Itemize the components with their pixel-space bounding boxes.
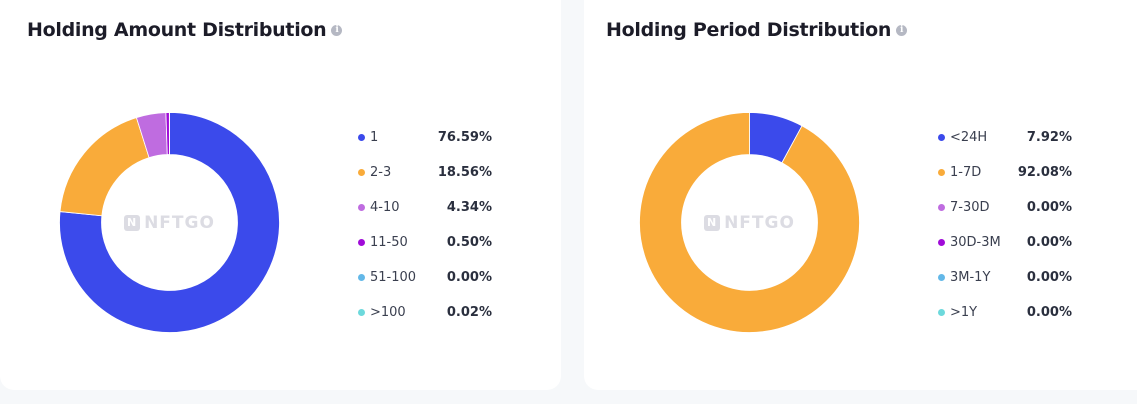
legend-value: 0.50% <box>446 235 492 250</box>
legend-label: 11-50 <box>370 235 408 250</box>
legend-value: 7.92% <box>1026 130 1072 145</box>
legend-value: 76.59% <box>437 130 492 145</box>
holding-period-card: Holding Period Distribution i NFTGO <24H… <box>584 0 1137 390</box>
nftgo-logo-icon <box>124 214 141 231</box>
holding-amount-card: Holding Amount Distribution i NFTGO 1 76.… <box>0 0 561 390</box>
legend-item-label-group: 3M-1Y <box>938 270 990 285</box>
legend-dot-icon <box>938 169 945 176</box>
legend-item-label-group: <24H <box>938 130 987 145</box>
legend-item-label-group: 4-10 <box>358 200 400 215</box>
legend-dot-icon <box>358 169 365 176</box>
legend-item-label-group: 1-7D <box>938 165 981 180</box>
legend-item[interactable]: >1Y 0.00% <box>938 295 1072 330</box>
legend-label: >1Y <box>950 305 978 320</box>
legend-item-label-group: 1 <box>358 130 378 145</box>
legend-item[interactable]: 7-30D 0.00% <box>938 190 1072 225</box>
chart-title-holding-amount: Holding Amount Distribution i <box>27 19 343 41</box>
legend-item-label-group: 7-30D <box>938 200 990 215</box>
legend-label: 3M-1Y <box>950 270 991 285</box>
legend-item[interactable]: 11-50 0.50% <box>358 225 492 260</box>
legend-value: 0.00% <box>446 270 492 285</box>
legend-label: 30D-3M <box>950 235 1001 250</box>
nftgo-watermark: NFTGO <box>59 112 280 333</box>
donut-slice-1-7D[interactable] <box>639 112 860 333</box>
legend-label: 2-3 <box>370 165 392 180</box>
legend-dot-icon <box>938 204 945 211</box>
legend-value: 0.02% <box>446 305 492 320</box>
legend-item[interactable]: 2-3 18.56% <box>358 155 492 190</box>
legend-item[interactable]: 1-7D 92.08% <box>938 155 1072 190</box>
legend-label: 1 <box>370 130 379 145</box>
legend-item-label-group: 30D-3M <box>938 235 1001 250</box>
nftgo-logo-icon <box>704 214 721 231</box>
legend-value: 0.00% <box>1026 270 1072 285</box>
legend-label: >100 <box>370 305 406 320</box>
legend-label: <24H <box>950 130 988 145</box>
donut-svg <box>59 112 280 333</box>
legend-item-label-group: >100 <box>358 305 406 320</box>
legend: <24H 7.92% 1-7D 92.08% 7-30D 0.00% 30D-3M 0.00%… <box>938 120 1072 330</box>
legend-value: 4.34% <box>446 200 492 215</box>
chart-title-text: Holding Amount Distribution <box>27 19 327 41</box>
legend-value: 92.08% <box>1017 165 1072 180</box>
legend-item-label-group: 2-3 <box>358 165 391 180</box>
legend-item-label-group: >1Y <box>938 305 977 320</box>
legend: 1 76.59% 2-3 18.56% 4-10 4.34% 11-50 0.50% 51-10… <box>358 120 492 330</box>
legend-dot-icon <box>358 204 365 211</box>
info-icon[interactable]: i <box>331 24 343 36</box>
legend-label: 1-7D <box>950 165 982 180</box>
legend-item[interactable]: 1 76.59% <box>358 120 492 155</box>
holding-amount-donut: NFTGO <box>59 112 280 333</box>
legend-label: 51-100 <box>370 270 417 285</box>
legend-dot-icon <box>358 274 365 281</box>
legend-item-label-group: 51-100 <box>358 270 416 285</box>
legend-label: 7-30D <box>950 200 990 215</box>
legend-item[interactable]: 3M-1Y 0.00% <box>938 260 1072 295</box>
watermark-text: NFTGO <box>724 212 795 233</box>
legend-item[interactable]: 51-100 0.00% <box>358 260 492 295</box>
legend-item[interactable]: 4-10 4.34% <box>358 190 492 225</box>
legend-value: 0.00% <box>1026 200 1072 215</box>
donut-slice-1[interactable] <box>59 112 280 333</box>
legend-item[interactable]: >100 0.02% <box>358 295 492 330</box>
watermark-text: NFTGO <box>144 212 215 233</box>
legend-dot-icon <box>358 239 365 246</box>
legend-item[interactable]: 30D-3M 0.00% <box>938 225 1072 260</box>
legend-item-label-group: 11-50 <box>358 235 408 250</box>
legend-label: 4-10 <box>370 200 400 215</box>
legend-dot-icon <box>938 239 945 246</box>
legend-dot-icon <box>938 309 945 316</box>
legend-dot-icon <box>938 274 945 281</box>
donut-svg <box>639 112 860 333</box>
holding-period-donut: NFTGO <box>639 112 860 333</box>
legend-value: 0.00% <box>1026 305 1072 320</box>
legend-dot-icon <box>938 134 945 141</box>
info-icon[interactable]: i <box>896 24 908 36</box>
legend-value: 0.00% <box>1026 235 1072 250</box>
legend-item[interactable]: <24H 7.92% <box>938 120 1072 155</box>
chart-title-text: Holding Period Distribution <box>606 19 892 41</box>
legend-dot-icon <box>358 309 365 316</box>
chart-title-holding-period: Holding Period Distribution i <box>606 19 908 41</box>
legend-dot-icon <box>358 134 365 141</box>
legend-value: 18.56% <box>437 165 492 180</box>
nftgo-watermark: NFTGO <box>639 112 860 333</box>
